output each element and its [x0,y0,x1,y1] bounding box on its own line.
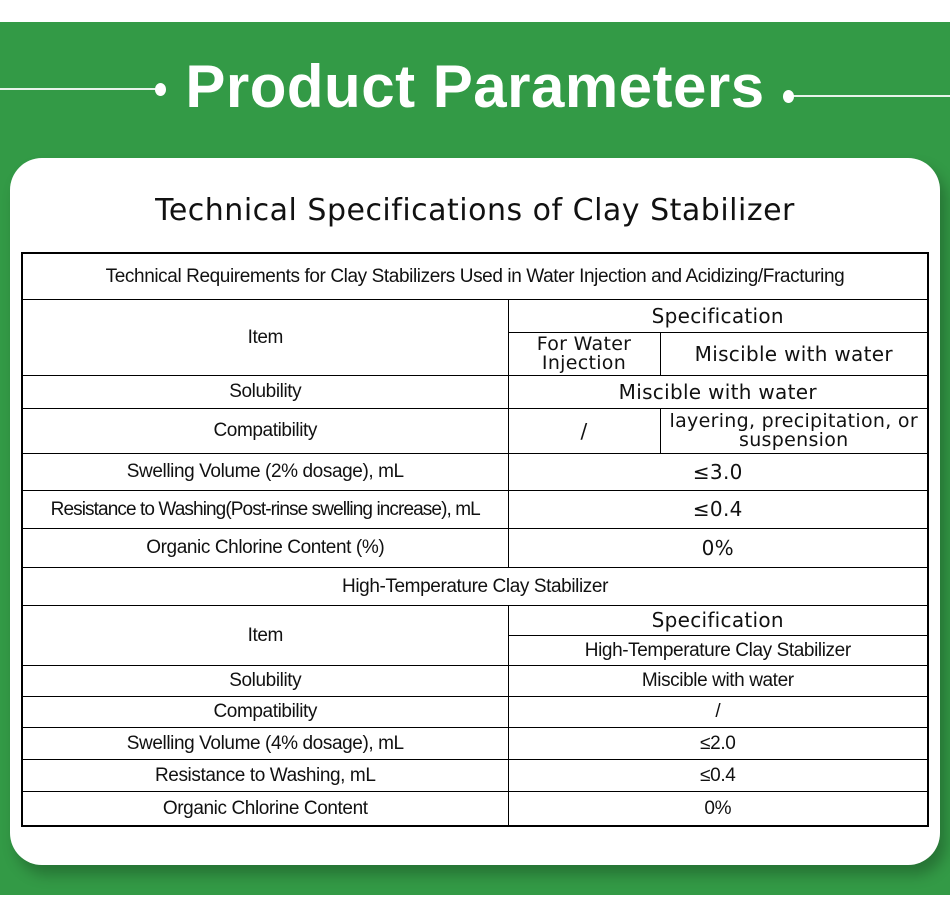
item-cell: Resistance to Washing, mL [21,758,509,792]
sub-header-water-injection: For Water Injection [507,331,661,376]
sub-header-miscible: Miscible with water [659,331,929,376]
right-divider-dot [783,90,794,103]
table-row: Organic Chlorine Content 0% [21,790,929,827]
spec-header: Specification [507,604,929,636]
value-cell: ≤0.4 [507,758,929,792]
value-cell: ≤3.0 [507,452,929,491]
table-row: For Water Injection Miscible with water [22,331,929,376]
item-cell: Swelling Volume (2% dosage), mL [21,452,509,491]
value-cell: layering, precipitation, or suspension [659,407,929,454]
value-cell: ≤0.4 [507,489,929,529]
item-cell: Compatibility [21,407,509,454]
sub-header-high-temp: High-Temperature Clay Stabilizer [507,634,929,666]
table-row: Swelling Volume (4% dosage), mL ≤2.0 [21,726,929,760]
table-row: Compatibility / layering, precipitation,… [21,407,929,454]
table-row: High-Temperature Clay Stabilizer [21,566,929,606]
item-cell: Solubility [21,374,509,409]
table1-caption: Technical Requirements for Clay Stabiliz… [21,252,929,300]
item-header: Item [21,604,509,666]
table-row: Resistance to Washing(Post-rinse swellin… [21,489,929,529]
item-cell: Swelling Volume (4% dosage), mL [21,726,509,760]
table-row: Solubility Miscible with water [21,374,929,409]
item-header: Item [21,298,509,376]
item-cell: Resistance to Washing(Post-rinse swellin… [21,489,509,529]
table-row: Resistance to Washing, mL ≤0.4 [21,758,929,792]
table-row: Technical Requirements for Clay Stabiliz… [21,252,929,300]
value-cell: ≤2.0 [507,726,929,760]
spec-header: Specification [507,298,929,333]
table2-caption: High-Temperature Clay Stabilizer [21,566,929,606]
left-divider-dot [155,83,166,96]
value-cell: / [507,695,929,728]
value-cell: 0% [507,527,929,568]
table-row: Solubility Miscible with water [21,664,929,697]
table-row: Item Specification [21,604,929,666]
left-divider-line [0,88,156,90]
table-row: Swelling Volume (2% dosage), mL ≤3.0 [21,452,929,491]
value-cell: / [507,407,661,454]
item-cell: Compatibility [21,695,509,728]
page-title: Product Parameters [185,53,765,120]
value-cell: 0% [507,790,929,827]
value-cell: Miscible with water [507,664,929,697]
table-row: Item Specification [21,298,929,376]
right-divider-line [790,95,950,97]
spec-table: Technical Requirements for Clay Stabiliz… [21,252,930,827]
card-title: Technical Specifications of Clay Stabili… [155,193,795,228]
item-cell: Solubility [21,664,509,697]
table-row: Compatibility / [21,695,929,728]
table-row: Organic Chlorine Content (%) 0% [21,527,929,568]
item-cell: Organic Chlorine Content [21,790,509,827]
value-cell: Miscible with water [507,374,929,409]
item-cell: Organic Chlorine Content (%) [21,527,509,568]
